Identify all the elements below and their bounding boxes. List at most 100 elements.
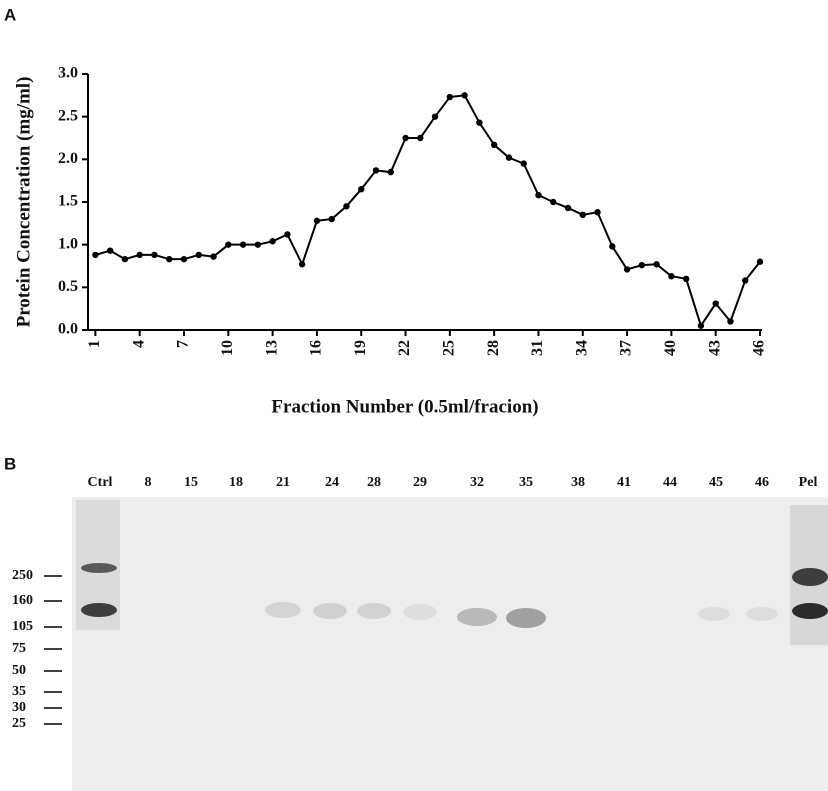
data-point — [284, 231, 290, 237]
data-point — [476, 119, 482, 125]
data-point — [506, 154, 512, 160]
data-point — [136, 252, 142, 258]
page: A Fraction Number (0.5ml/fracion) Protei… — [0, 0, 828, 791]
data-point — [520, 160, 526, 166]
y-tick-label: 2.0 — [58, 150, 78, 167]
x-tick-label: 19 — [352, 340, 369, 356]
x-tick-label: 7 — [175, 340, 192, 348]
data-point — [565, 205, 571, 211]
lane-label: 24 — [325, 475, 339, 490]
lane-label: 41 — [617, 475, 631, 490]
data-point — [299, 261, 305, 267]
data-point — [757, 259, 763, 265]
marker-label: 30 — [12, 700, 26, 715]
marker-label: 50 — [12, 663, 26, 678]
data-point — [314, 218, 320, 224]
lane-label: 44 — [663, 475, 677, 490]
lane-label: 8 — [145, 475, 152, 490]
data-point — [639, 262, 645, 268]
lane-label: 45 — [709, 475, 723, 490]
x-tick-label: 34 — [573, 340, 590, 356]
data-point — [402, 135, 408, 141]
data-point — [609, 243, 615, 249]
data-point — [535, 192, 541, 198]
marker-label: 25 — [12, 716, 26, 731]
panel-label: A — [4, 5, 16, 24]
x-tick-label: 37 — [618, 340, 635, 356]
y-tick-label: 3.0 — [58, 65, 78, 82]
data-point — [417, 135, 423, 141]
marker-label: 160 — [12, 593, 33, 608]
lane-label: 15 — [184, 475, 198, 490]
data-line — [95, 95, 760, 325]
data-point — [122, 256, 128, 262]
data-point — [328, 216, 334, 222]
data-point — [151, 252, 157, 258]
x-tick-label: 46 — [751, 340, 768, 356]
marker-label: 75 — [12, 641, 26, 656]
lane-label: 18 — [229, 475, 243, 490]
lane-label: 38 — [571, 475, 585, 490]
data-point — [668, 273, 674, 279]
data-point — [373, 167, 379, 173]
data-point — [698, 323, 704, 329]
data-point — [712, 300, 718, 306]
lane-label: 29 — [413, 475, 427, 490]
data-point — [166, 256, 172, 262]
data-point — [550, 199, 556, 205]
x-tick-label: 10 — [219, 340, 236, 356]
marker-label: 250 — [12, 568, 33, 583]
lane-label: 35 — [519, 475, 533, 490]
data-point — [580, 212, 586, 218]
x-tick-label: 22 — [396, 340, 413, 356]
data-point — [388, 169, 394, 175]
x-axis-title: Fraction Number (0.5ml/fracion) — [271, 396, 538, 417]
data-point — [447, 94, 453, 100]
lane-label: 46 — [755, 475, 769, 490]
data-point — [358, 186, 364, 192]
lane-label: Ctrl — [88, 475, 113, 490]
y-axis-title: Protein Concentration (mg/ml) — [13, 77, 34, 328]
y-tick-label: 1.5 — [58, 193, 78, 210]
x-tick-label: 40 — [662, 340, 679, 356]
data-point — [727, 318, 733, 324]
x-tick-label: 25 — [441, 340, 458, 356]
y-tick-label: 2.5 — [58, 107, 78, 124]
data-point — [196, 252, 202, 258]
data-point — [683, 276, 689, 282]
marker-label: 35 — [12, 684, 26, 699]
data-point — [92, 252, 98, 258]
data-point — [181, 256, 187, 262]
x-tick-label: 1 — [86, 340, 103, 348]
y-tick-label: 0.5 — [58, 278, 78, 295]
y-tick-label: 1.0 — [58, 235, 78, 252]
x-tick-label: 16 — [308, 340, 325, 356]
data-point — [343, 203, 349, 209]
data-point — [210, 253, 216, 259]
lane-label: 32 — [470, 475, 484, 490]
x-tick-label: 13 — [263, 340, 280, 356]
data-point — [461, 92, 467, 98]
lane-label: Pel — [799, 475, 818, 490]
panel-label: B — [4, 454, 16, 473]
data-point — [594, 209, 600, 215]
x-tick-label: 43 — [706, 340, 723, 356]
x-tick-label: 4 — [130, 340, 147, 348]
data-point — [491, 142, 497, 148]
data-point — [432, 113, 438, 119]
marker-label: 105 — [12, 619, 33, 634]
blot-membrane — [72, 497, 828, 791]
y-tick-label: 0.0 — [58, 321, 78, 338]
data-point — [255, 241, 261, 247]
data-point — [742, 277, 748, 283]
data-point — [624, 266, 630, 272]
x-tick-label: 31 — [529, 340, 546, 356]
data-point — [240, 241, 246, 247]
lane-label: 21 — [276, 475, 290, 490]
figure: A Fraction Number (0.5ml/fracion) Protei… — [0, 0, 828, 791]
data-point — [269, 238, 275, 244]
x-tick-label: 28 — [485, 340, 502, 356]
data-point — [225, 241, 231, 247]
lane-label: 28 — [367, 475, 381, 490]
data-point — [653, 261, 659, 267]
